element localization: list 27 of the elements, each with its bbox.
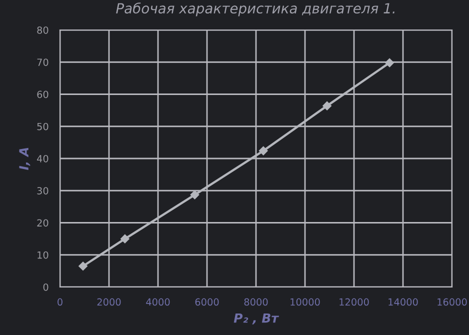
point	[385, 58, 394, 68]
x-tick-label: 10000	[290, 298, 320, 306]
x-tick-label: 6000	[195, 298, 219, 306]
point	[78, 262, 88, 271]
x-tick-label: 4000	[146, 298, 170, 306]
point	[120, 234, 130, 244]
x-tick-label: 16000	[438, 298, 467, 306]
point	[322, 101, 332, 110]
y-tick-label: 80	[37, 26, 48, 34]
y-tick-label: 70	[37, 58, 48, 66]
point	[190, 190, 200, 200]
x-tick-label: 2000	[97, 298, 121, 306]
y-tick-label: 20	[37, 219, 48, 227]
y-tick-label: 60	[37, 90, 48, 98]
y-axis-title: I, A	[19, 148, 30, 170]
y-tick-label: 0	[43, 283, 48, 291]
y-tick-label: 40	[36, 154, 48, 162]
x-tick-label: 8000	[244, 298, 268, 306]
x-tick-label: 14000	[388, 298, 418, 306]
chart-title: Рабочая характеристика двигателя 1.	[116, 2, 394, 16]
x-tick-label: 12000	[340, 298, 369, 306]
y-tick-label: 10	[38, 251, 48, 259]
point	[258, 146, 268, 156]
y-tick-label: 30	[37, 187, 48, 194]
x-tick-label: 0	[58, 298, 62, 306]
x-axis-title: P₂ , Вт	[234, 313, 280, 324]
y-tick-label: 50	[37, 122, 48, 130]
